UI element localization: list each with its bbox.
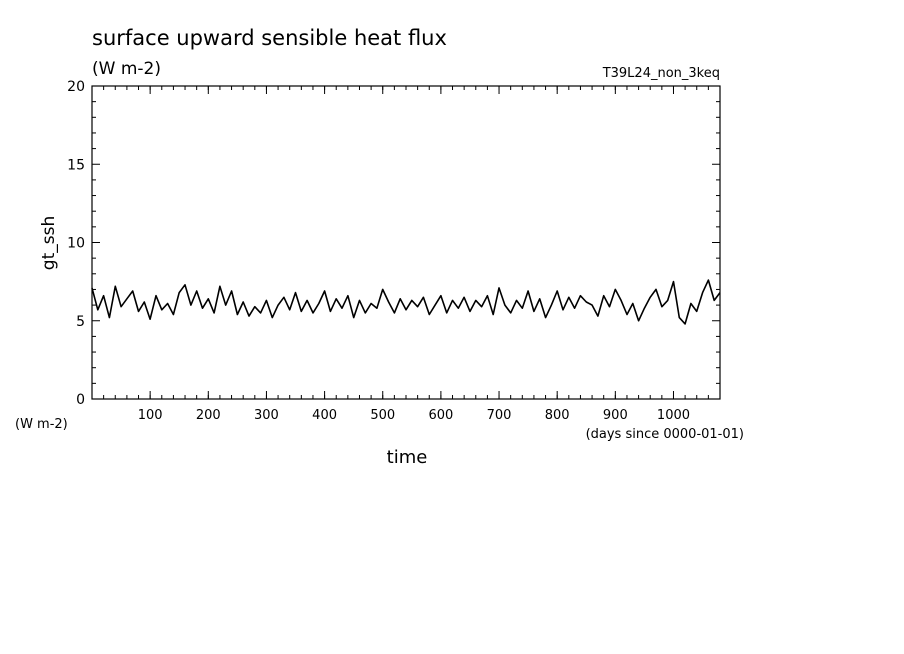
x-tick-labels: 100 200 300 400 500 600 700 800 900 1000 xyxy=(138,408,690,423)
x-tick-label: 300 xyxy=(254,408,279,423)
y-tick-labels: 0 5 10 15 20 xyxy=(67,79,85,408)
chart-title: surface upward sensible heat flux xyxy=(92,26,447,50)
x-unit-label: (days since 0000-01-01) xyxy=(586,427,744,442)
x-tick-label: 400 xyxy=(312,408,337,423)
x-tick-label: 100 xyxy=(138,408,163,423)
y-tick-label: 15 xyxy=(67,157,85,173)
y-unit-label: (W m-2) xyxy=(15,417,68,432)
y-tick-label: 5 xyxy=(76,314,85,330)
x-axis-label: time xyxy=(387,447,428,468)
series-line-0 xyxy=(91,279,721,325)
series-group xyxy=(91,279,721,325)
chart-subtitle: (W m-2) xyxy=(92,59,161,79)
y-tick-label: 20 xyxy=(67,79,85,95)
plot-frame xyxy=(91,85,721,400)
x-tick-label: 900 xyxy=(603,408,628,423)
x-tick-label: 800 xyxy=(545,408,570,423)
x-tick-label: 700 xyxy=(487,408,512,423)
x-tick-label: 200 xyxy=(196,408,221,423)
y-tick-label: 10 xyxy=(67,236,85,252)
x-tick-label: 500 xyxy=(370,408,395,423)
run-label: T39L24_non_3keq xyxy=(602,66,720,81)
x-tick-label: 1000 xyxy=(657,408,690,423)
axis-ticks xyxy=(92,85,720,400)
x-tick-label: 600 xyxy=(428,408,453,423)
y-axis-label: gt_ssh xyxy=(39,216,59,270)
y-tick-label: 0 xyxy=(76,392,85,408)
